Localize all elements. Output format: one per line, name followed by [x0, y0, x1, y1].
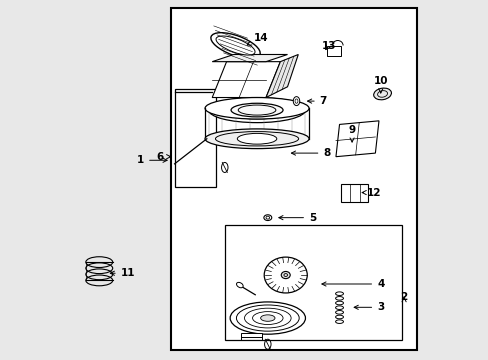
Text: 13: 13 — [321, 41, 335, 50]
Bar — [341, 184, 367, 202]
Text: 11: 11 — [110, 268, 135, 278]
Text: 8: 8 — [291, 148, 330, 158]
Ellipse shape — [210, 33, 260, 58]
Text: 1: 1 — [137, 155, 167, 165]
Text: 12: 12 — [362, 188, 380, 198]
Text: 4: 4 — [321, 279, 384, 289]
Text: 5: 5 — [278, 213, 316, 222]
Ellipse shape — [237, 134, 276, 144]
Ellipse shape — [230, 103, 283, 117]
Ellipse shape — [260, 315, 274, 321]
Bar — [224, 225, 402, 339]
Ellipse shape — [236, 282, 243, 288]
Polygon shape — [335, 121, 378, 157]
Polygon shape — [265, 54, 298, 98]
Ellipse shape — [204, 129, 308, 149]
Ellipse shape — [230, 302, 305, 334]
Bar — [326, 45, 341, 56]
Polygon shape — [212, 62, 280, 98]
Ellipse shape — [293, 96, 299, 105]
Ellipse shape — [204, 98, 308, 119]
Bar — [171, 8, 416, 350]
Ellipse shape — [281, 271, 290, 279]
Text: 9: 9 — [348, 125, 355, 142]
Bar — [174, 89, 215, 187]
Ellipse shape — [208, 98, 305, 123]
Ellipse shape — [264, 257, 306, 293]
Text: 2: 2 — [400, 292, 407, 302]
Polygon shape — [241, 333, 262, 337]
Ellipse shape — [216, 36, 255, 55]
Text: 10: 10 — [373, 76, 387, 93]
Text: 6: 6 — [156, 152, 170, 162]
Text: 7: 7 — [307, 96, 326, 106]
Text: 14: 14 — [247, 33, 267, 45]
Ellipse shape — [373, 88, 391, 100]
Polygon shape — [212, 54, 287, 62]
Ellipse shape — [222, 101, 291, 119]
Text: 3: 3 — [353, 302, 384, 312]
